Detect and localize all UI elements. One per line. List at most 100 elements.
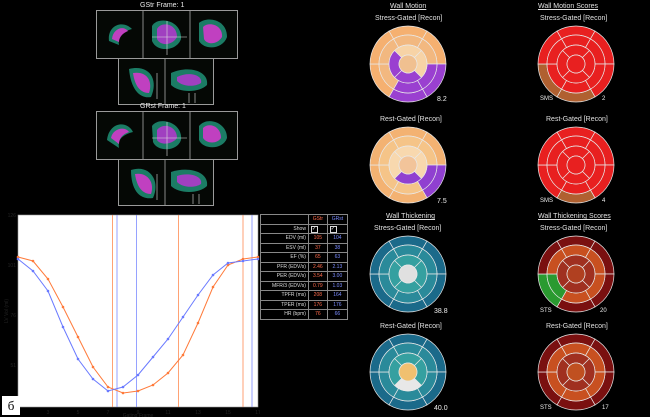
series-point-1 — [256, 257, 260, 261]
polar-map-apex — [566, 54, 586, 74]
wall-motion-scores-stress-polar-map[interactable] — [536, 24, 616, 104]
show-grst-checkbox[interactable]: ✓ — [326, 223, 349, 234]
y-tick-label: 76 — [10, 313, 16, 319]
rest-gated-long-axis-panel[interactable] — [118, 159, 214, 206]
table-cell-label: TPER (ms) — [260, 299, 309, 310]
table-row: PFR (EDV/s) 2.46 2.13 — [260, 261, 349, 272]
series-point-1 — [211, 273, 215, 277]
wall-motion-stress-value: 8.2 — [437, 96, 447, 103]
table-cell-gstr: 37 — [307, 242, 328, 253]
table-row: MFR/3 (EDV/s) 0.79 1.03 — [260, 280, 349, 291]
table-cell-grst: 63 — [326, 252, 349, 263]
wall-motion-rest-polar-map[interactable] — [368, 125, 448, 205]
table-cell-gstr: 105 — [307, 233, 328, 244]
polar-map-apex — [398, 264, 418, 284]
series-point-0 — [211, 285, 215, 289]
x-axis-label: Gating Frame — [123, 413, 154, 417]
wall-thickening-scores-rest-label: Rest-Gated [Recon] — [546, 323, 608, 330]
show-label: Show — [260, 223, 309, 234]
wall-motion-stress-polar-map[interactable] — [368, 24, 448, 104]
wall-motion-scores-rest-label: Rest-Gated [Recon] — [546, 116, 608, 123]
table-header-empty — [260, 214, 309, 225]
wall-thickening-scores-rest-val: 17 — [602, 405, 609, 411]
wall-thickening-scores-rest-polar-map[interactable] — [536, 332, 616, 412]
table-row: TPFR (ms) 208 164 — [260, 290, 349, 301]
x-tick-label: 13 — [195, 410, 201, 416]
table-cell-grst: 104 — [326, 233, 349, 244]
series-point-1 — [16, 257, 20, 261]
wall-motion-stress-label: Stress-Gated [Recon] — [375, 15, 443, 22]
table-cell-gstr: 2.46 — [307, 261, 328, 272]
y-tick-label: 51 — [10, 363, 16, 369]
polar-map-apex — [398, 54, 418, 74]
rest-long-axis-images — [131, 160, 208, 205]
table-header-row: GStr GRst — [260, 214, 349, 225]
rest-gated-frame-title: GRst Frame: 1 — [140, 103, 186, 110]
table-cell-gstr: 0.79 — [307, 280, 328, 291]
polar-map-apex — [566, 264, 586, 284]
series-point-0 — [31, 259, 35, 263]
table-row: ESV (ml) 37 38 — [260, 242, 349, 253]
table-cell-grst: 1.03 — [326, 280, 349, 291]
wall-thickening-rest-label: Rest-Gated [Recon] — [380, 323, 442, 330]
wall-thickening-scores-stress-sts: STS — [540, 308, 552, 314]
series-point-1 — [166, 337, 170, 341]
table-header-grst: GRst — [326, 214, 349, 225]
table-cell-label: ESV (ml) — [260, 242, 309, 253]
wall-motion-scores-rest-polar-map[interactable] — [536, 125, 616, 205]
wall-thickening-rest-polar-map[interactable] — [368, 332, 448, 412]
table-row: PER (EDV/s) 3.54 3.00 — [260, 271, 349, 282]
table-header-gstr: GStr — [307, 214, 328, 225]
series-point-1 — [91, 377, 95, 381]
series-point-0 — [151, 383, 155, 387]
series-point-1 — [46, 289, 50, 293]
series-point-1 — [31, 269, 35, 273]
stress-gated-long-axis-panel[interactable] — [118, 58, 214, 105]
wall-motion-rest-value: 7.5 — [437, 198, 447, 205]
series-point-0 — [106, 385, 110, 389]
x-tick-label: 5 — [77, 410, 80, 416]
series-point-1 — [241, 259, 245, 263]
table-row: TPER (ms) 176 176 — [260, 299, 349, 310]
wall-motion-scores-stress-val: 2 — [602, 96, 606, 102]
series-point-0 — [166, 371, 170, 375]
table-cell-label: PFR (EDV/s) — [260, 261, 309, 272]
series-point-0 — [226, 263, 230, 267]
wall-thickening-stress-value: 38.8 — [434, 308, 448, 315]
stress-gated-frame-title: GStr Frame: 1 — [140, 2, 185, 9]
rest-short-axis-images — [107, 112, 227, 159]
polar-map-apex — [566, 362, 586, 382]
table-cell-label: MFR/3 (EDV/s) — [260, 280, 309, 291]
wall-thickening-scores-stress-val: 20 — [600, 308, 607, 314]
table-cell-grst: 164 — [326, 290, 349, 301]
y-tick-label: 101 — [8, 263, 17, 269]
wall-motion-scores-rest-val: 4 — [602, 198, 606, 204]
wall-thickening-stress-polar-map[interactable] — [368, 234, 448, 314]
series-point-1 — [181, 315, 185, 319]
wall-thickening-stress-label: Stress-Gated [Recon] — [374, 225, 442, 232]
series-point-0 — [136, 389, 140, 393]
table-cell-gstr: 65 — [307, 252, 328, 263]
polar-map-apex — [398, 362, 418, 382]
table-cell-grst: 2.13 — [326, 261, 349, 272]
wall-motion-scores-stress-sms: SMS — [540, 96, 554, 102]
lv-volume-curve-chart[interactable]: 12610176511357911131517LV Vol (ml)Gating… — [0, 208, 260, 417]
x-tick-label: 3 — [47, 410, 50, 416]
polar-map-apex — [566, 155, 586, 175]
table-cell-grst: 66 — [326, 309, 349, 320]
wall-thickening-scores-stress-polar-map[interactable] — [536, 234, 616, 314]
figure-corner-label: б — [2, 396, 20, 415]
stress-gated-short-axis-panel[interactable] — [96, 10, 238, 59]
rest-gated-short-axis-panel[interactable] — [96, 111, 238, 160]
series-point-0 — [46, 277, 50, 281]
table-cell-label: EF (%) — [260, 252, 309, 263]
series-point-0 — [61, 305, 65, 309]
y-tick-label: 126 — [8, 213, 17, 219]
series-point-1 — [196, 293, 200, 297]
wall-motion-rest-label: Rest-Gated [Recon] — [380, 116, 442, 123]
show-gstr-checkbox[interactable]: ✓ — [307, 223, 328, 234]
wall-thickening-scores-stress-label: Stress-Gated [Recon] — [540, 225, 608, 232]
stress-long-axis-images — [129, 59, 208, 104]
table-cell-label: TPFR (ms) — [260, 290, 309, 301]
stress-short-axis-images — [108, 11, 227, 58]
